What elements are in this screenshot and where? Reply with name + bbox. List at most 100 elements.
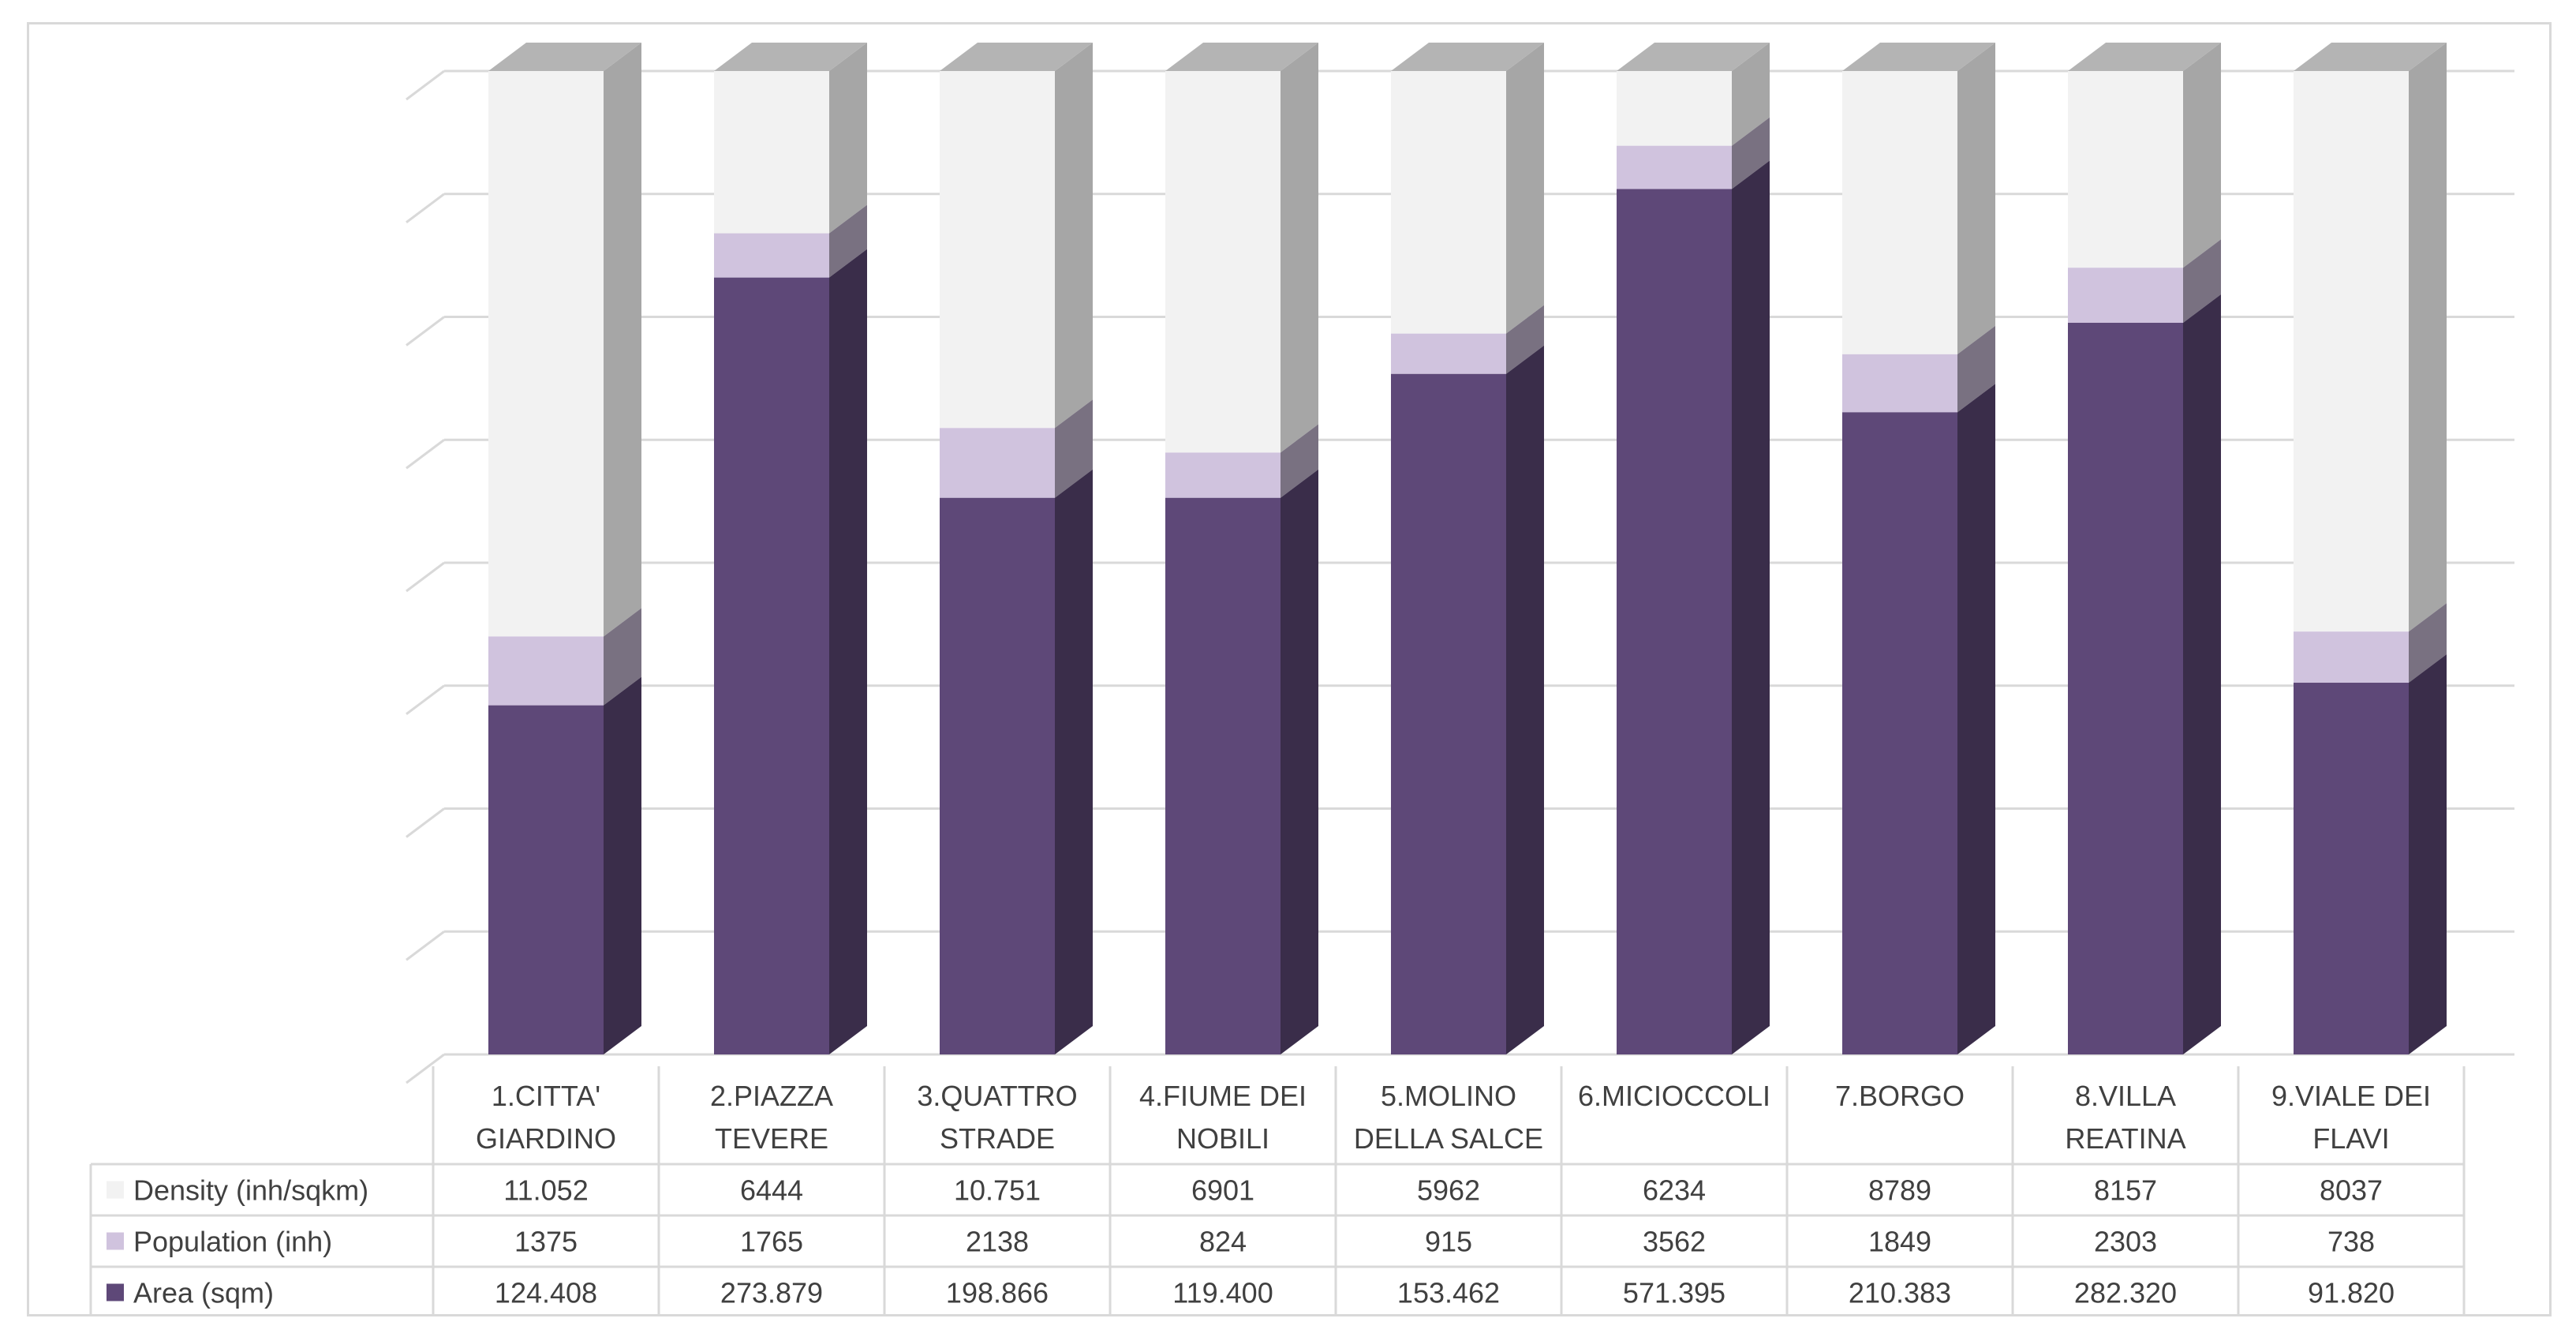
chart-frame: 1.CITTA' GIARDINO 2.PIAZZA TEVERE 3.QUATTRO S…	[27, 22, 2552, 1316]
category-label: 6.MICIOCCOLI	[1578, 1080, 1770, 1112]
bar-segment-front[interactable]	[714, 71, 829, 234]
bar-column[interactable]	[714, 43, 867, 1054]
bar-segment-side	[829, 249, 867, 1054]
bar-segment-front[interactable]	[488, 71, 604, 637]
bar-segment-front[interactable]	[488, 705, 604, 1054]
bar-segment-side	[1732, 43, 1770, 146]
bar-column[interactable]	[1617, 43, 1770, 1054]
bar-segment-front[interactable]	[940, 71, 1055, 429]
bar-segment-side	[1281, 469, 1318, 1054]
gridline-side	[406, 931, 445, 961]
bar-segment-front[interactable]	[2294, 631, 2409, 683]
table-cell-value: 915	[1425, 1226, 1472, 1258]
bar-segment-front[interactable]	[1391, 71, 1506, 334]
bar-column[interactable]	[940, 43, 1093, 1054]
bar-segment-front[interactable]	[1842, 71, 1957, 354]
bar-segment-front[interactable]	[1165, 497, 1281, 1054]
bar-segment-front[interactable]	[2068, 322, 2183, 1054]
bar-top-face	[1617, 43, 1770, 71]
bar-segment-front[interactable]	[1842, 354, 1957, 413]
category-label: 2.PIAZZA	[710, 1080, 833, 1112]
bar-column[interactable]	[2068, 43, 2221, 1054]
table-cell-value: 6901	[1191, 1174, 1254, 1207]
legend-label: Area (sqm)	[133, 1277, 274, 1309]
category-label: 5.MOLINO	[1381, 1080, 1516, 1112]
gridline-side	[406, 807, 445, 838]
category-label: 3.QUATTRO	[917, 1080, 1077, 1112]
bar-segment-side	[1281, 43, 1318, 453]
bar-column[interactable]	[488, 43, 641, 1054]
table-cell-value: 738	[2327, 1226, 2375, 1258]
stacked-3d-column-chart: 1.CITTA' GIARDINO 2.PIAZZA TEVERE 3.QUATTRO S…	[89, 43, 2514, 1314]
bar-column[interactable]	[1842, 43, 1995, 1054]
bar-top-face	[1842, 43, 1995, 71]
bar-segment-front[interactable]	[2294, 683, 2409, 1054]
bar-top-face	[2294, 43, 2447, 71]
bar-segment-front[interactable]	[1391, 373, 1506, 1054]
category-label: NOBILI	[1176, 1122, 1269, 1155]
bar-segment-side	[604, 43, 641, 637]
bar-segment-front[interactable]	[1617, 189, 1732, 1054]
bar-segment-front[interactable]	[940, 428, 1055, 498]
bar-segment-front[interactable]	[1391, 333, 1506, 374]
table-cell-value: 3562	[1643, 1226, 1706, 1258]
bar-segment-side	[829, 43, 867, 234]
bar-top-face	[714, 43, 867, 71]
table-cell-value: 2303	[2094, 1226, 2157, 1258]
bar-column[interactable]	[2294, 43, 2447, 1054]
category-label: TEVERE	[715, 1122, 828, 1155]
bar-segment-side	[829, 204, 867, 278]
category-label: 8.VILLA	[2075, 1080, 2176, 1112]
bar-top-face	[2068, 43, 2221, 71]
bar-top-face	[1165, 43, 1318, 71]
table-cell-value: 2138	[966, 1226, 1029, 1258]
bar-segment-front[interactable]	[714, 233, 829, 278]
legend-label: Population (inh)	[133, 1226, 332, 1258]
bar-segment-front[interactable]	[1617, 145, 1732, 189]
category-label: 4.FIUME DEI	[1139, 1080, 1307, 1112]
bar-segment-side	[1055, 469, 1093, 1054]
bar-column[interactable]	[1165, 43, 1318, 1054]
category-label: 9.VIALE DEI	[2271, 1080, 2431, 1112]
legend-label: Density (inh/sqkm)	[133, 1174, 368, 1207]
bar-segment-front[interactable]	[1617, 71, 1732, 146]
bar-segment-side	[1732, 160, 1770, 1054]
gridline-side	[406, 69, 445, 101]
table-cell-value: 8789	[1868, 1174, 1931, 1207]
bar-segment-side	[1281, 424, 1318, 498]
legend-key	[107, 1232, 124, 1250]
bar-segment-front[interactable]	[714, 277, 829, 1054]
bar-segment-side	[1506, 345, 1544, 1054]
bar-segment-front[interactable]	[488, 636, 604, 706]
bar-segment-front[interactable]	[2068, 268, 2183, 323]
table-cell-value: 210.383	[1849, 1277, 1951, 1309]
bar-segment-side	[2183, 43, 2221, 268]
table-cell-value: 11.052	[503, 1174, 588, 1207]
gridline-side	[406, 684, 445, 715]
bar-column[interactable]	[1391, 43, 1544, 1054]
bar-segment-side	[1055, 399, 1093, 498]
bar-top-face	[940, 43, 1093, 71]
table-cell-value: 273.879	[720, 1277, 823, 1309]
gridline-side	[406, 316, 445, 346]
bar-segment-side	[604, 608, 641, 706]
table-cell-value: 1765	[740, 1226, 803, 1258]
bar-segment-side	[604, 676, 641, 1054]
bar-segment-front[interactable]	[1165, 452, 1281, 498]
bar-segment-side	[1732, 117, 1770, 189]
bar-segment-front[interactable]	[2294, 71, 2409, 632]
category-label: REATINA	[2065, 1122, 2185, 1155]
category-label: DELLA SALCE	[1354, 1122, 1543, 1155]
bar-segment-front[interactable]	[1165, 71, 1281, 453]
bar-segment-front[interactable]	[940, 497, 1055, 1054]
bar-segment-side	[1055, 43, 1093, 429]
bar-segment-side	[1957, 43, 1995, 354]
bar-segment-front[interactable]	[1842, 412, 1957, 1054]
table-cell-value: 8037	[2320, 1174, 2383, 1207]
bar-segment-front[interactable]	[2068, 71, 2183, 268]
bar-segment-side	[1957, 325, 1995, 413]
bar-segment-side	[2409, 603, 2447, 683]
bar-segment-side	[2409, 43, 2447, 632]
category-label: GIARDINO	[476, 1122, 616, 1155]
legend-key	[107, 1181, 124, 1199]
